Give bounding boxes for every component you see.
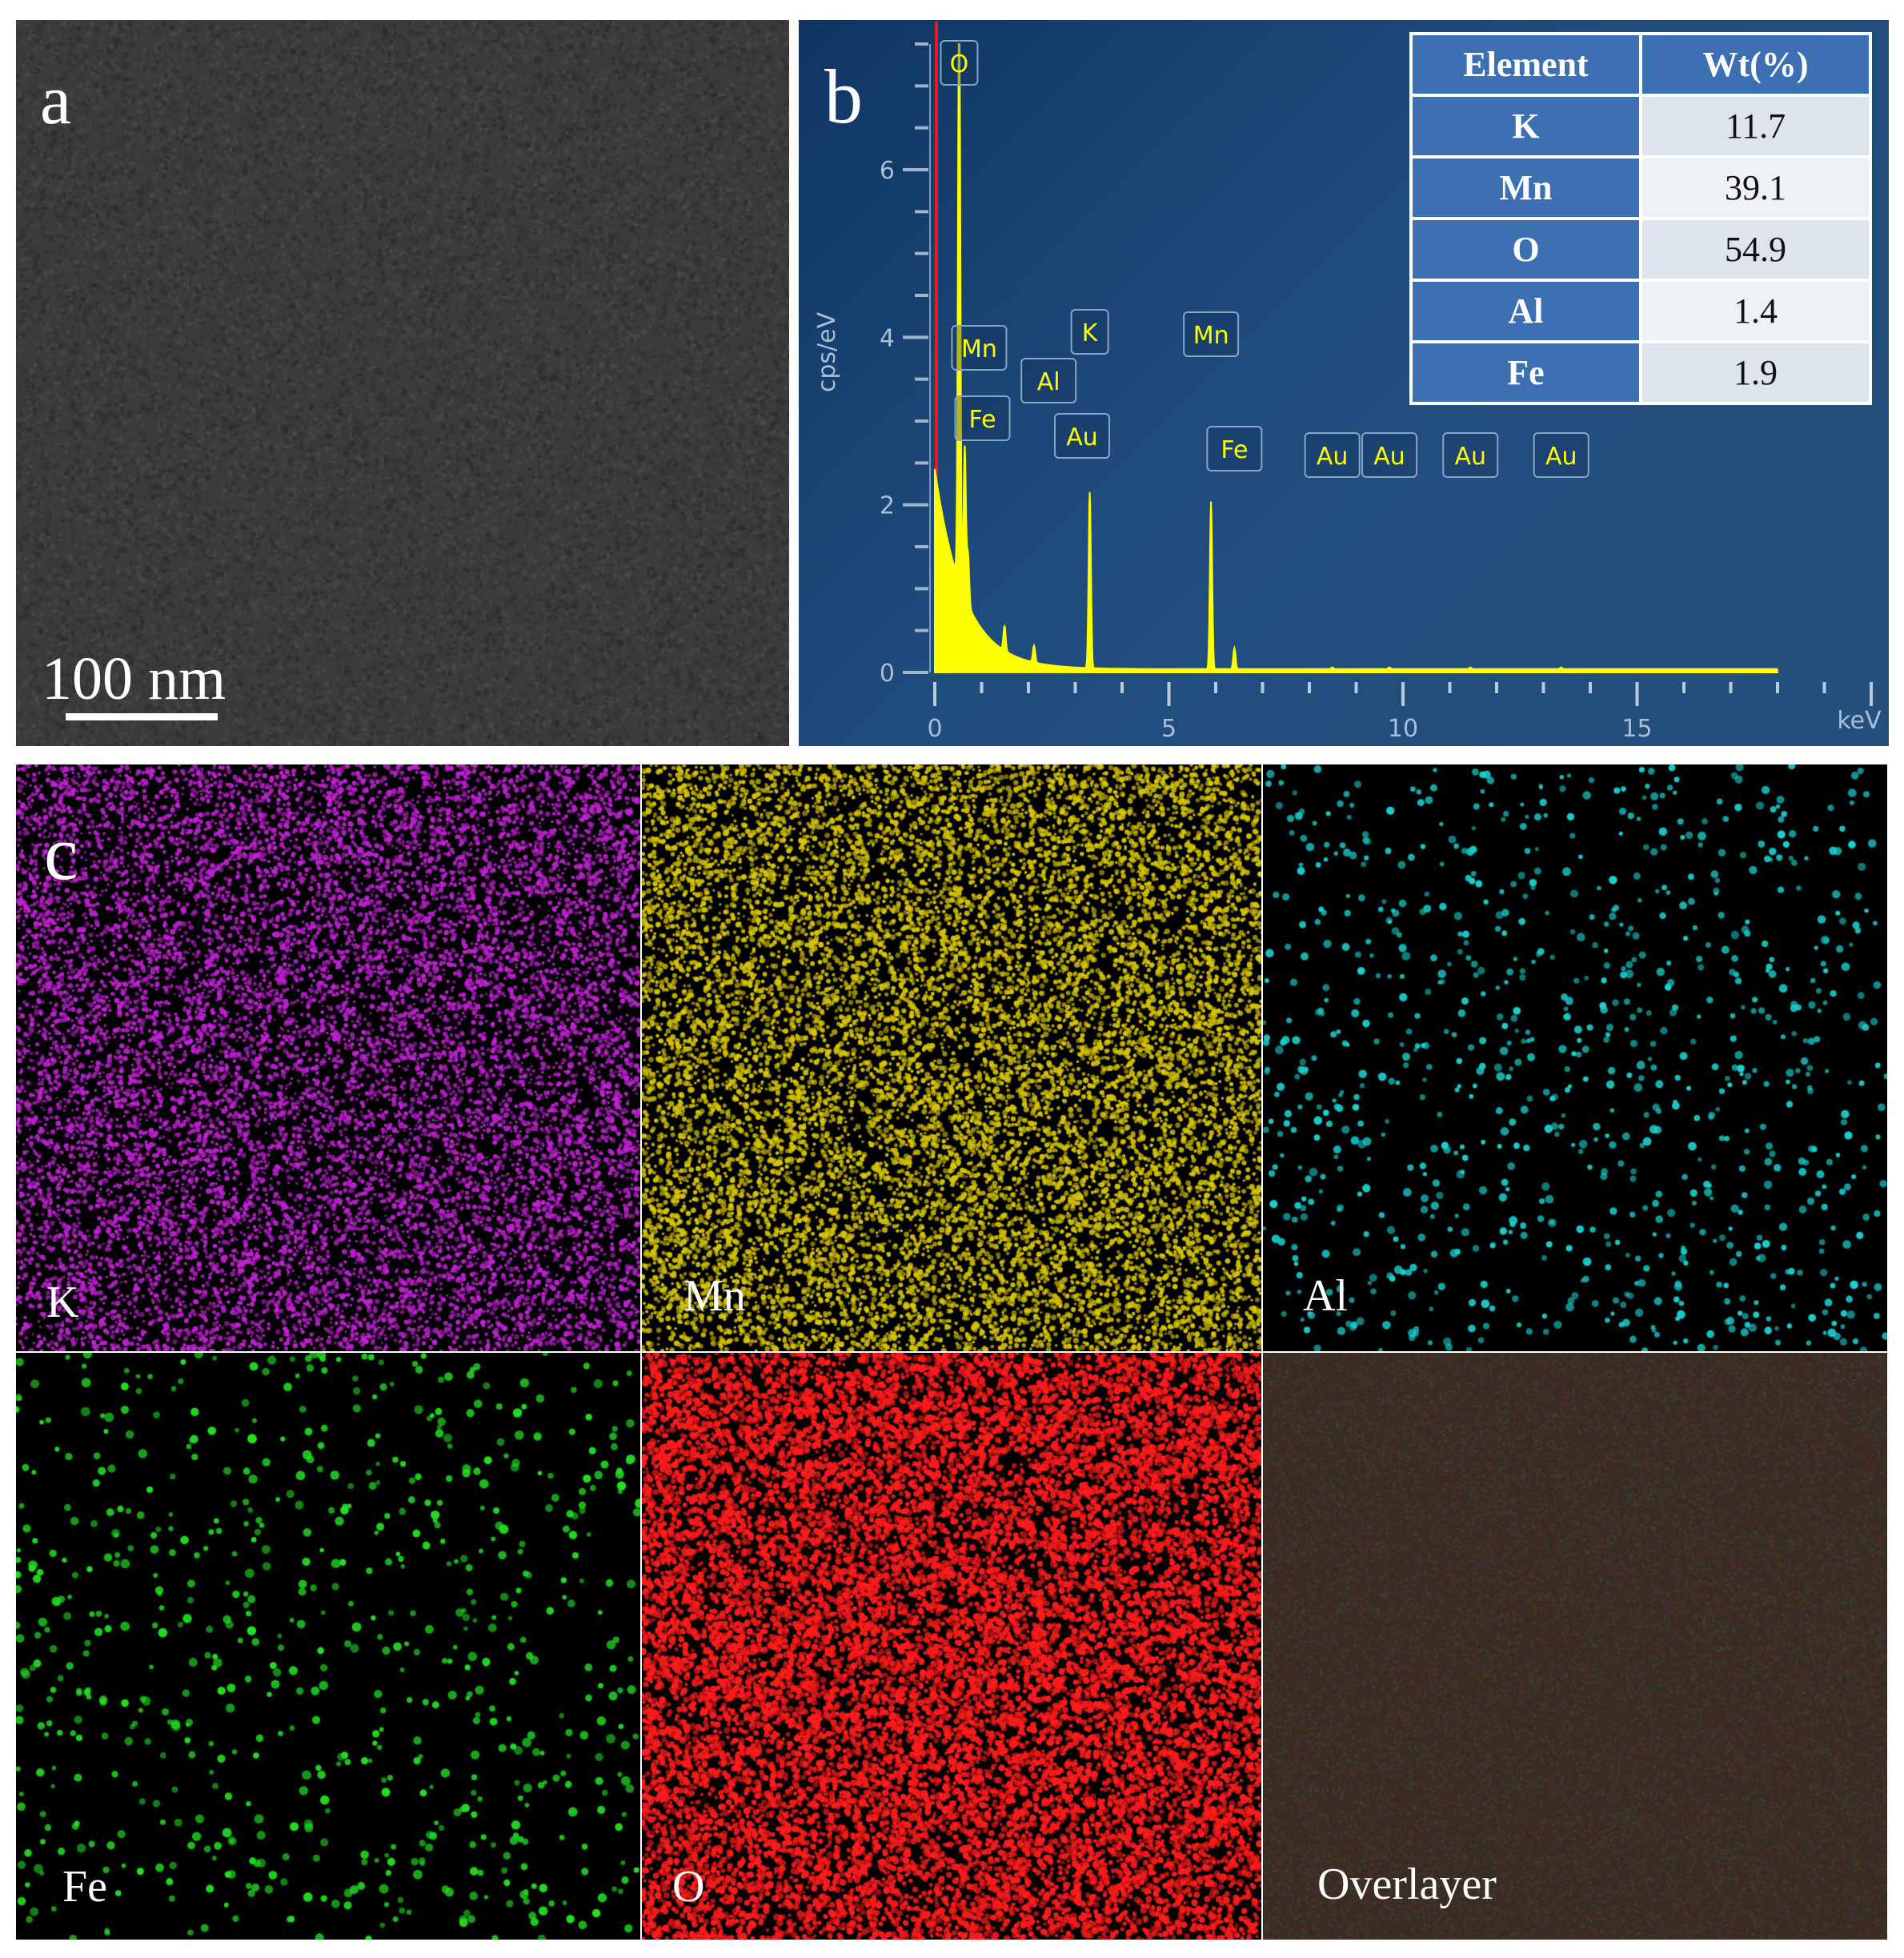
wt-cell: 54.9 [1639, 217, 1872, 282]
fe-map-image [16, 1353, 640, 1940]
peak-label-text: Au [1317, 443, 1349, 471]
y-tick-label: 4 [880, 324, 895, 352]
wt-cell: 11.7 [1639, 94, 1872, 158]
peak-label: Al [1020, 358, 1077, 403]
peak-label-box [940, 40, 979, 86]
k-map-image [16, 764, 640, 1351]
element-cell: Mn [1409, 155, 1642, 220]
panel-c-label: c [44, 810, 78, 896]
scale-bar [66, 713, 218, 720]
al-map: Al [1263, 764, 1887, 1351]
k-map-label: K [46, 1278, 79, 1327]
scale-bar-label: 100 nm [42, 645, 226, 712]
table-header-row: Element Wt(%) [1409, 32, 1872, 97]
element-cell: K [1409, 94, 1642, 158]
table-row: O 54.9 [1409, 217, 1872, 282]
peak-label-box [951, 325, 1008, 371]
peak-label-box [1070, 309, 1109, 355]
peak-label-box [1442, 432, 1499, 478]
peak-label: Au [1054, 413, 1111, 459]
peak-label: Au [1533, 432, 1589, 478]
peak-label-text: Al [1037, 368, 1060, 396]
peak-label-text: Fe [1221, 436, 1248, 464]
peak-label: Au [1442, 432, 1499, 478]
peak-label: Au [1304, 432, 1361, 478]
peak-label-text: Au [1066, 423, 1098, 451]
al-map-image [1263, 764, 1887, 1351]
element-cell: O [1409, 217, 1642, 282]
peak-label-box [1304, 432, 1361, 478]
y-tick-label: 2 [880, 492, 895, 520]
fe-map-label: Fe [62, 1862, 107, 1912]
y-tick-label: 6 [880, 157, 895, 185]
table-row: Al 1.4 [1409, 279, 1872, 343]
peak-label-text: Mn [1193, 322, 1229, 350]
wt-cell: 39.1 [1639, 155, 1872, 220]
table-row: Fe 1.9 [1409, 340, 1872, 405]
peak-label-text: Au [1454, 443, 1486, 471]
peak-label: Fe [1206, 426, 1263, 471]
fe-map: Fe [16, 1353, 640, 1940]
header-element: Element [1409, 32, 1642, 97]
peak-label-box [1206, 426, 1263, 471]
o-map: O [642, 1353, 1261, 1940]
peak-label-text: Au [1545, 443, 1577, 471]
peak-label: Fe [954, 395, 1011, 441]
peak-label-box [1533, 432, 1589, 478]
mn-map-image [642, 764, 1261, 1351]
x-axis-label: keV [1837, 707, 1882, 735]
peak-label-box [1020, 358, 1077, 403]
spectrum-series [934, 43, 1779, 673]
y-tick-label: 0 [880, 660, 895, 688]
peak-label-box [1361, 432, 1418, 478]
sem-image [16, 20, 789, 746]
o-map-label: O [672, 1862, 705, 1912]
o-map-image [642, 1353, 1261, 1940]
peak-label-box [1054, 413, 1111, 459]
peak-label-text: Fe [968, 406, 996, 434]
k-map: c K [16, 764, 640, 1351]
overlayer-map-label: Overlayer [1317, 1860, 1497, 1909]
peak-label: K [1070, 309, 1109, 355]
peak-label: Mn [951, 325, 1008, 371]
peak-label-box [954, 395, 1011, 441]
y-axis-label: cps/eV [813, 311, 841, 392]
element-cell: Fe [1409, 340, 1642, 405]
eds-spectrum-panel: 0 2 4 6 0 5 10 15 O Mn Fe Al Au K Mn Fe Au Au Au Au keV cp… [799, 20, 1889, 746]
table-row: Mn 39.1 [1409, 155, 1872, 220]
peak-label: O [940, 40, 979, 86]
x-tick-label: 10 [1388, 715, 1418, 743]
panel-b-label: b [824, 54, 863, 139]
table-row: K 11.7 [1409, 94, 1872, 158]
panel-a-label: a [40, 62, 72, 139]
peak-label: Mn [1183, 311, 1240, 357]
peak-label-text: O [950, 50, 969, 78]
peak-label-text: K [1082, 319, 1099, 347]
wt-cell: 1.4 [1639, 279, 1872, 343]
x-tick-label: 15 [1621, 715, 1652, 743]
composition-table: Element Wt(%) K 11.7 Mn 39.1 O 54.9 Al 1… [1409, 32, 1872, 405]
overlayer-map-image [1263, 1353, 1887, 1940]
x-tick-label: 5 [1161, 715, 1176, 743]
al-map-label: Al [1303, 1271, 1348, 1321]
peak-label-text: Au [1373, 443, 1405, 471]
header-wt: Wt(%) [1639, 32, 1872, 97]
peak-label-text: Mn [961, 335, 997, 363]
mn-map-label: Mn [683, 1271, 746, 1321]
element-cell: Al [1409, 279, 1642, 343]
peak-label-box [1183, 311, 1240, 357]
x-tick-label: 0 [927, 715, 942, 743]
peak-label: Au [1361, 432, 1418, 478]
sem-image-panel: a 100 nm [16, 20, 789, 746]
mn-map: Mn [642, 764, 1261, 1351]
wt-cell: 1.9 [1639, 340, 1872, 405]
overlayer-map: Overlayer [1263, 1353, 1887, 1940]
